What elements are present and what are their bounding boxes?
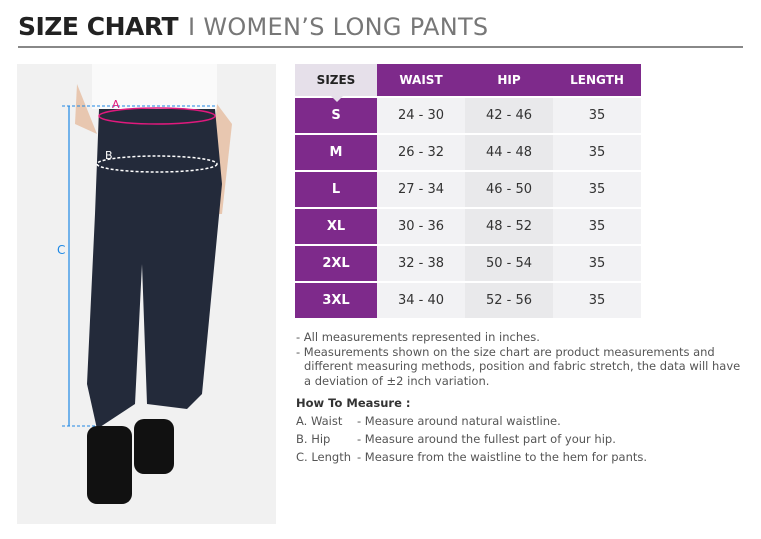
header-sizes: SIZES [295,64,377,102]
cell-waist: 26 - 32 [377,134,465,172]
cell-size: M [295,134,377,172]
model-photo: A B C [17,64,276,524]
cell-size: XL [295,208,377,246]
cell-length: 35 [553,134,641,172]
table-row: L 27 - 34 46 - 50 35 [295,171,641,209]
cell-size: 3XL [295,282,377,320]
cell-hip: 48 - 52 [465,208,553,246]
table-row: 3XL 34 - 40 52 - 56 35 [295,282,641,320]
label-b: B [105,149,113,162]
table-header: SIZES WAIST HIP LENGTH [295,64,641,102]
table-row: M 26 - 32 44 - 48 35 [295,134,641,172]
header-waist: WAIST [377,64,465,98]
cell-length: 35 [553,282,641,320]
cell-size: L [295,171,377,209]
cell-hip: 44 - 48 [465,134,553,172]
cell-hip: 42 - 46 [465,97,553,135]
cell-waist: 24 - 30 [377,97,465,135]
title-divider [18,46,743,48]
cell-hip: 52 - 56 [465,282,553,320]
page-title: SIZE CHART I WOMEN’S LONG PANTS [18,12,489,41]
header-length: LENGTH [553,64,641,98]
notes: - All measurements represented in inches… [296,330,741,388]
cell-waist: 34 - 40 [377,282,465,320]
measure-waist: A. Waist - Measure around natural waistli… [296,414,561,428]
cell-size: 2XL [295,245,377,283]
cell-waist: 27 - 34 [377,171,465,209]
cell-length: 35 [553,208,641,246]
cell-waist: 32 - 38 [377,245,465,283]
header-hip: HIP [465,64,553,98]
cell-length: 35 [553,245,641,283]
cell-length: 35 [553,97,641,135]
table-row: 2XL 32 - 38 50 - 54 35 [295,245,641,283]
size-table: SIZES WAIST HIP LENGTH S 24 - 30 42 - 46 35… [295,64,641,320]
measure-length: C. Length - Measure from the waistline to… [296,450,648,464]
cell-length: 35 [553,171,641,209]
cell-hip: 50 - 54 [465,245,553,283]
label-a: A [112,98,120,111]
measure-hip: B. Hip - Measure around the fullest part … [296,432,616,446]
cell-hip: 46 - 50 [465,171,553,209]
how-to-measure-title: How To Measure : [296,396,411,410]
cell-waist: 30 - 36 [377,208,465,246]
table-row: XL 30 - 36 48 - 52 35 [295,208,641,246]
label-c: C [57,243,65,257]
table-row: S 24 - 30 42 - 46 35 [295,97,641,135]
cell-size: S [295,97,377,135]
